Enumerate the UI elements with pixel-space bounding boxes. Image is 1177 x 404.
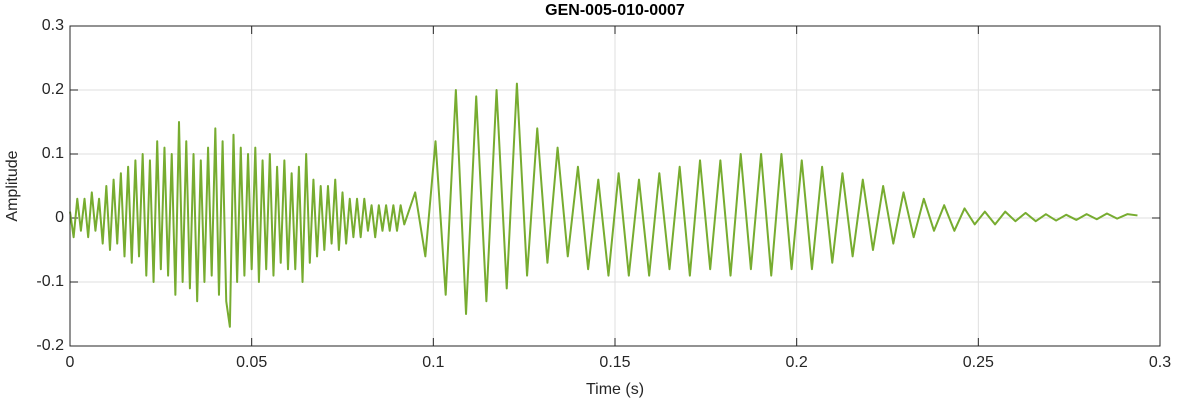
x-tick-label: 0.15 — [599, 354, 630, 371]
x-tick-label: 0 — [66, 354, 75, 371]
y-tick-label: 0 — [55, 209, 64, 226]
y-tick-label: 0.2 — [42, 81, 64, 98]
y-tick-label: -0.1 — [36, 273, 64, 290]
y-tick-label: 0.1 — [42, 145, 64, 162]
waveform-line — [69, 82, 1138, 328]
x-tick-label: 0.2 — [786, 354, 808, 371]
x-tick-label: 0.05 — [236, 354, 267, 371]
x-tick-label: 0.25 — [963, 354, 994, 371]
x-axis-label: Time (s) — [586, 381, 644, 398]
x-tick-label: 0.1 — [422, 354, 444, 371]
plot-frame — [69, 25, 1161, 347]
y-tick-label: 0.3 — [42, 17, 64, 34]
x-tick-label: 0.3 — [1149, 354, 1171, 371]
chart-title: GEN-005-010-0007 — [545, 2, 685, 19]
y-axis-label: Amplitude — [4, 150, 21, 221]
y-tick-label: -0.2 — [36, 337, 64, 354]
